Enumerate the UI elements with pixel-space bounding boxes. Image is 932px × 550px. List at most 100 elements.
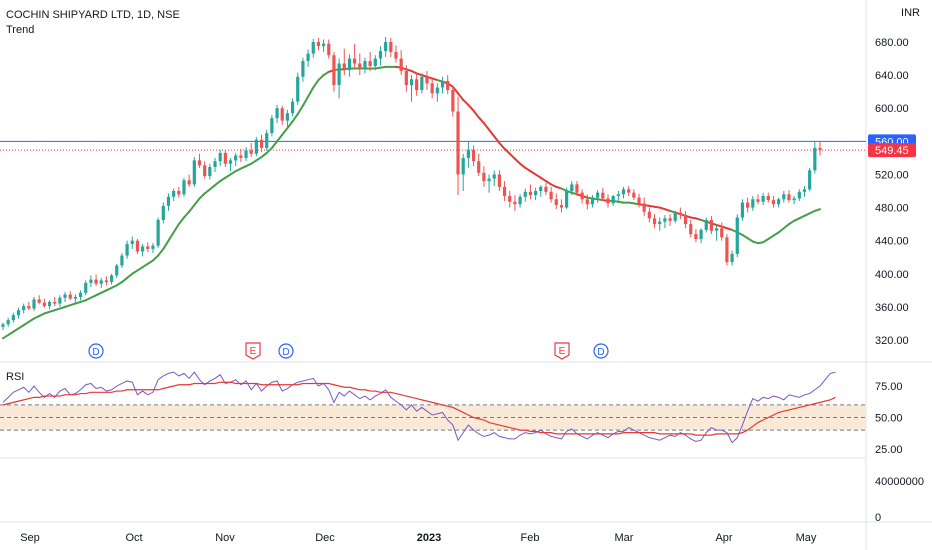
candle: [270, 114, 274, 137]
candle: [596, 190, 600, 203]
earnings-shape: [554, 342, 570, 360]
candle: [787, 190, 791, 203]
trend-segment: [219, 176, 227, 183]
candle: [482, 166, 486, 187]
candle-body: [213, 161, 217, 167]
trend-segment: [519, 162, 527, 169]
candle: [99, 277, 103, 288]
earnings-marker[interactable]: E: [245, 342, 261, 360]
trend-segment: [198, 192, 206, 200]
earnings-marker[interactable]: E: [554, 342, 570, 360]
trend-segment: [260, 151, 268, 159]
candle-body: [228, 160, 233, 164]
candle-body: [368, 61, 372, 67]
candle: [699, 228, 703, 244]
last-price-tag: [868, 143, 916, 158]
trend-segment: [276, 133, 284, 143]
candle-body: [1, 324, 5, 327]
candle-body: [513, 201, 517, 205]
candle: [451, 85, 455, 117]
dividend-marker[interactable]: D: [593, 343, 609, 359]
candle-body: [466, 149, 470, 158]
candle-body: [544, 186, 548, 192]
dividend-marker[interactable]: D: [278, 343, 294, 359]
trend-segment: [172, 223, 180, 234]
candle-body: [306, 53, 310, 62]
candle-body: [259, 139, 264, 148]
candle: [363, 57, 367, 74]
candle-body: [404, 70, 408, 86]
trend-segment: [208, 184, 217, 191]
candle: [559, 199, 564, 213]
candle: [782, 191, 786, 203]
candle: [394, 45, 398, 63]
dividend-letter: D: [282, 347, 289, 358]
candle-body: [177, 191, 181, 195]
candle: [244, 147, 248, 162]
candle: [404, 65, 408, 92]
candle: [714, 224, 719, 241]
candle-body: [239, 155, 243, 158]
candle-body: [89, 279, 93, 283]
candle-body: [125, 243, 129, 256]
candle-body: [792, 198, 796, 201]
candle: [172, 188, 176, 201]
candle-body: [689, 224, 693, 235]
candle-body: [596, 192, 600, 198]
candle: [777, 197, 781, 208]
candle: [627, 186, 631, 196]
rsi-pane-label[interactable]: RSI: [6, 371, 25, 383]
candle: [601, 187, 605, 201]
candle: [409, 75, 414, 102]
candle-body: [539, 186, 543, 191]
candle-body: [16, 310, 21, 316]
trend-segment: [214, 180, 222, 187]
candle: [477, 153, 481, 177]
trend-segment: [451, 85, 460, 95]
candle-body: [461, 157, 465, 175]
candle-body: [84, 282, 88, 293]
trend-segment: [193, 197, 201, 207]
rsi-tick-label: 75.00: [875, 381, 903, 393]
trend-segment: [782, 223, 790, 230]
candle-body: [487, 178, 491, 182]
candle-body: [808, 170, 812, 190]
candle-body: [285, 113, 290, 121]
trend-segment: [157, 247, 165, 257]
candle-body: [42, 302, 46, 307]
indicator-label[interactable]: Trend: [6, 24, 35, 36]
dividend-circle: [593, 343, 609, 359]
candle-body: [502, 186, 507, 196]
candle-body: [699, 229, 703, 240]
candle: [141, 243, 145, 257]
candle: [565, 187, 569, 210]
candle: [327, 39, 331, 59]
candle-body: [518, 196, 522, 205]
candle-body: [384, 42, 388, 52]
candle: [683, 210, 688, 229]
candle: [37, 295, 41, 305]
candle-body: [632, 192, 636, 198]
candle-body: [471, 149, 476, 162]
time-tick-label: 2023: [417, 532, 441, 544]
candle: [456, 96, 460, 196]
trend-segment: [524, 166, 532, 173]
currency-label: INR: [901, 7, 920, 19]
candle-body: [492, 174, 496, 179]
candle: [585, 194, 589, 210]
trend-segment: [772, 231, 780, 237]
dividend-letter: D: [92, 347, 99, 358]
candle-body: [451, 90, 455, 112]
candle: [203, 161, 207, 179]
candle: [513, 195, 517, 211]
candle: [378, 46, 383, 66]
trend-segment: [467, 103, 475, 112]
candle: [218, 149, 222, 167]
candle: [632, 189, 636, 201]
candle: [146, 242, 150, 253]
candle-body: [425, 76, 429, 84]
candle: [466, 141, 470, 168]
candle: [430, 78, 434, 99]
dividend-marker[interactable]: D: [88, 343, 104, 359]
